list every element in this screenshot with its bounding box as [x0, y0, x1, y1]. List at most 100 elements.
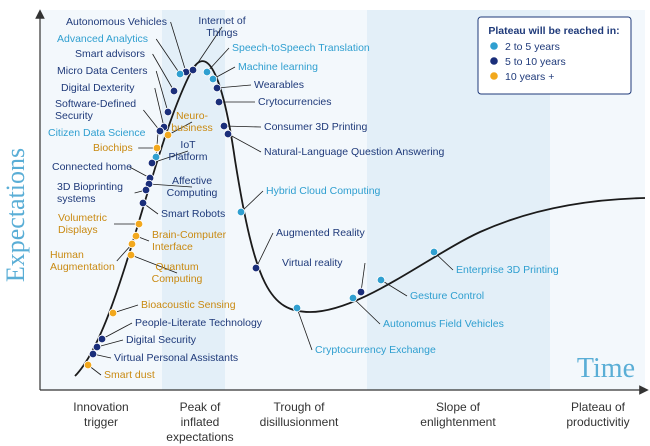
x-axis-title: Time [577, 353, 635, 384]
leader-line [352, 297, 381, 325]
leader-line [112, 304, 139, 314]
technology-label: Wearables [254, 79, 304, 91]
leader-line [206, 47, 230, 73]
leader-line [151, 150, 189, 164]
technology-label: Biochips [93, 142, 133, 154]
technology-label: Internet of Things [198, 15, 245, 39]
leader-line [154, 87, 165, 128]
technology-label: Gesture Control [410, 290, 484, 302]
leader-line [296, 307, 313, 351]
technology-dot [134, 219, 144, 229]
leader-line [130, 254, 178, 274]
technology-label: Autonomus Field Vehicles [383, 318, 504, 330]
technology-dot [97, 334, 107, 344]
technology-label: Human Augmentation [50, 249, 115, 273]
leader-line [170, 21, 187, 73]
technology-dot [356, 287, 366, 297]
technology-label: Bioacoustic Sensing [141, 299, 236, 311]
technology-label: Affective Computing [167, 175, 218, 199]
leader-line [148, 183, 193, 188]
leader-line [101, 322, 133, 340]
technology-label: People-Literate Technology [135, 317, 263, 329]
technology-label: Quantum Computing [152, 261, 203, 285]
technology-dot [223, 129, 233, 139]
technology-label: Smart Robots [161, 208, 225, 220]
technology-label: Brain-Computer Interface [152, 229, 227, 253]
technology-dot [175, 69, 185, 79]
leader-line [216, 84, 252, 89]
legend-item-label: 10 years + [505, 71, 554, 83]
technology-label: Software-Defined Security [55, 98, 136, 122]
phase-label: Innovation trigger [73, 400, 128, 429]
technology-dot [236, 207, 246, 217]
technology-label: Speech-toSpeech Translation [232, 42, 370, 54]
phase-label: Slope of enlightenment [420, 400, 496, 429]
technology-label: Smart advisors [75, 48, 145, 60]
technology-dot [292, 303, 302, 313]
technology-dot [348, 293, 358, 303]
leader-line [167, 121, 193, 136]
technology-label: Natural-Language Question Answering [264, 146, 445, 158]
technology-label: Micro Data Centers [57, 65, 147, 77]
technology-dot [214, 97, 224, 107]
technology-dot [169, 86, 179, 96]
legend-marker [490, 72, 498, 80]
technology-dot [376, 275, 386, 285]
legend-item-label: 5 to 10 years [505, 56, 566, 68]
technology-dot [141, 185, 151, 195]
technology-dot [127, 239, 137, 249]
technology-label: Digital Security [126, 334, 197, 346]
leader-line [227, 133, 262, 153]
leader-line [380, 279, 408, 297]
technology-label: Machine learning [238, 61, 318, 73]
technology-dot [126, 250, 136, 260]
technology-dot [152, 143, 162, 153]
phase-band-3 [225, 10, 367, 390]
leader-line [192, 26, 223, 71]
legend-title: Plateau will be reached in: [488, 25, 619, 37]
technology-dot [147, 158, 157, 168]
technology-dot [88, 349, 98, 359]
technology-dot [208, 74, 218, 84]
leader-line [360, 262, 366, 293]
phase-label: Plateau of productivitiy [566, 400, 629, 429]
technology-label: Virtual Personal Assistants [114, 352, 238, 364]
phase-label: Peak of inflated expectations [166, 400, 233, 444]
technology-label: Autonomous Vehicles [66, 16, 167, 28]
technology-dot [155, 126, 165, 136]
leader-line [96, 339, 124, 348]
legend-marker [490, 57, 498, 65]
leader-line [240, 190, 264, 213]
technology-label: Crytocurrencies [258, 96, 332, 108]
leader-line [152, 53, 175, 92]
technology-label: Consumer 3D Printing [264, 121, 367, 133]
technology-dot [188, 65, 198, 75]
technology-label: Augmented Reality [276, 227, 365, 239]
technology-dot [219, 121, 229, 131]
technology-label: 3D Bioprinting systems [57, 181, 123, 205]
hype-curve [74, 60, 646, 377]
y-axis-title: Expectations [1, 148, 30, 282]
legend-item-label: 2 to 5 years [505, 41, 560, 53]
technology-dot [163, 107, 173, 117]
legend-box [477, 16, 632, 95]
technology-dot [429, 247, 439, 257]
technology-dot [202, 67, 212, 77]
technology-dot [163, 130, 173, 140]
technology-label: Volumetric Displays [58, 212, 107, 236]
technology-label: IoT Platform [168, 139, 207, 163]
phase-label: Trough of disillusionment [260, 400, 339, 429]
technology-dot [151, 152, 161, 162]
technology-label: Virtual reality [282, 257, 343, 269]
technology-dot [83, 360, 93, 370]
technology-dot [131, 231, 141, 241]
leader-line [223, 125, 262, 128]
technology-label: Digital Dexterity [61, 82, 135, 94]
legend-marker [490, 42, 498, 50]
technology-dot [92, 342, 102, 352]
technology-label: Cryptocurrency Exchange [315, 344, 436, 356]
leader-line [143, 109, 161, 132]
technology-label: Citizen Data Science [48, 127, 146, 139]
